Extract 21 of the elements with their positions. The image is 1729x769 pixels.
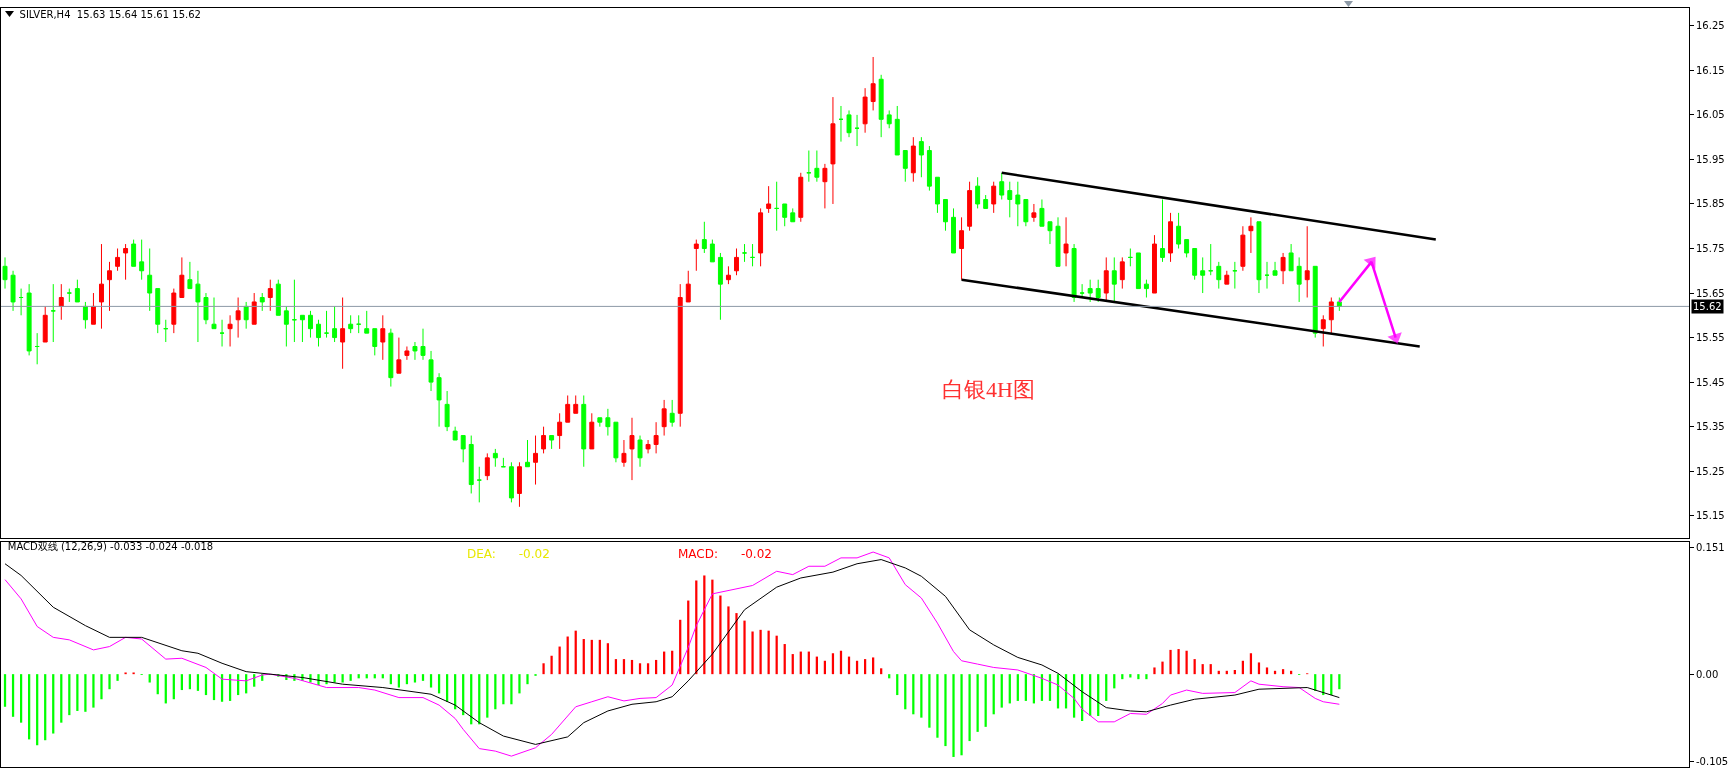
- chart-title: SILVER,H4 15.63 15.64 15.61 15.62: [19, 8, 201, 20]
- y-tick-label: 15.95: [1696, 153, 1725, 165]
- y-tick-label: 15.35: [1696, 421, 1725, 433]
- y-tick-label: 16.25: [1696, 20, 1725, 32]
- y-tick-label: 16.15: [1696, 64, 1725, 76]
- annotation: 白银4H图: [942, 377, 1035, 402]
- y-tick-label: 15.75: [1696, 243, 1725, 254]
- y-tick-label: 15.85: [1696, 198, 1725, 210]
- y-tick-label: 16.05: [1696, 109, 1725, 121]
- y-tick-label: -0.105: [1696, 756, 1729, 768]
- ref-line-label: 15.62: [1693, 301, 1722, 312]
- y-tick-label: 0.00: [1696, 668, 1719, 680]
- y-tick-label: 0.151: [1696, 542, 1725, 554]
- y-tick-label: 15.25: [1696, 465, 1725, 477]
- y-tick-label: 15.15: [1696, 510, 1725, 522]
- y-tick-label: 15.55: [1696, 332, 1725, 344]
- y-tick-label: 15.45: [1696, 376, 1725, 388]
- annotation: MACD: -0.02: [678, 547, 772, 561]
- annotation: DEA: -0.02: [467, 547, 550, 561]
- chart-title: MACD双线 (12,26,9) -0.033 -0.024 -0.018: [7, 541, 214, 553]
- y-tick-label: 15.65: [1696, 287, 1725, 299]
